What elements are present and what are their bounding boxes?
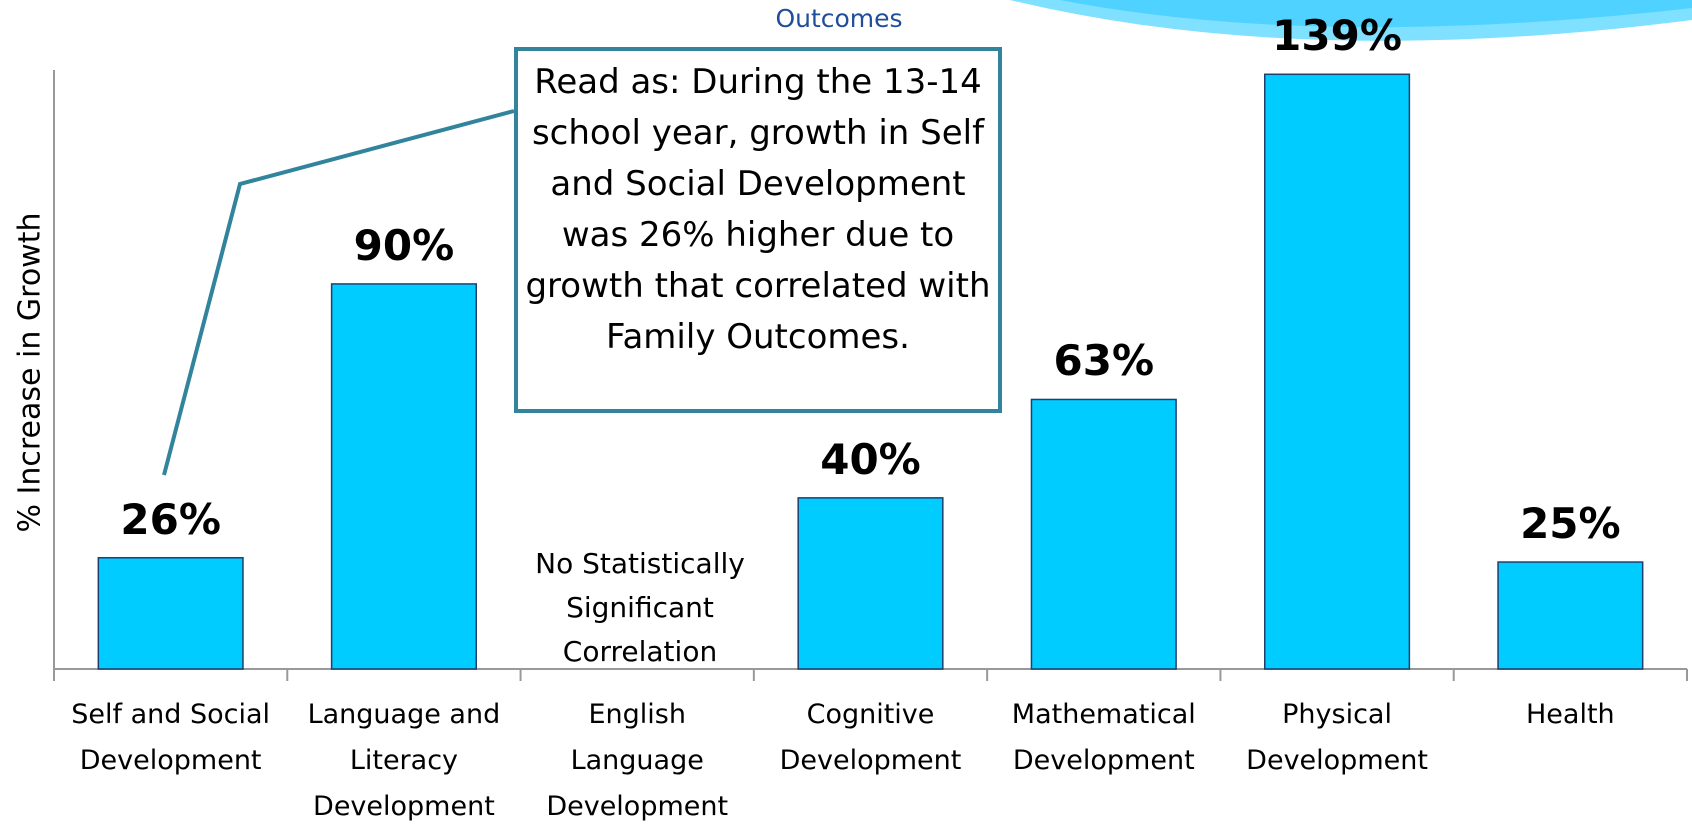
x-tick-label: Self and Social Development: [71, 699, 271, 776]
x-tick-label: Cognitive Development: [779, 699, 962, 776]
value-label: 25%: [1520, 499, 1621, 549]
note: No Statistically Significant Correlation: [535, 547, 745, 668]
y-axis-label: % Increase in Growth: [12, 212, 48, 533]
decorative-wave: [1060, 0, 1692, 28]
chart-title: Outcomes: [775, 4, 903, 33]
x-tick-label: Physical Development: [1246, 699, 1428, 776]
bar: [797, 497, 944, 670]
value-label: 139%: [1272, 11, 1402, 61]
bar: [1497, 561, 1644, 670]
bar: [330, 283, 477, 670]
x-tick-label: Health: [1526, 699, 1615, 730]
value-label: 26%: [120, 494, 221, 544]
x-tick-label: Language and Literacy Development: [307, 699, 501, 822]
x-tick-label: Mathematical Development: [1011, 699, 1196, 776]
bar: [1030, 398, 1177, 670]
value-label: 63%: [1053, 336, 1155, 386]
annotation-box: Read as: During the 13-14 school year, g…: [514, 47, 1002, 413]
value-label: 40%: [820, 434, 921, 484]
bar: [97, 557, 244, 670]
bar: [1264, 73, 1411, 670]
x-tick-label: English Language Development: [546, 699, 729, 822]
callout-line: [162, 109, 515, 476]
value-label: 90%: [353, 220, 455, 270]
